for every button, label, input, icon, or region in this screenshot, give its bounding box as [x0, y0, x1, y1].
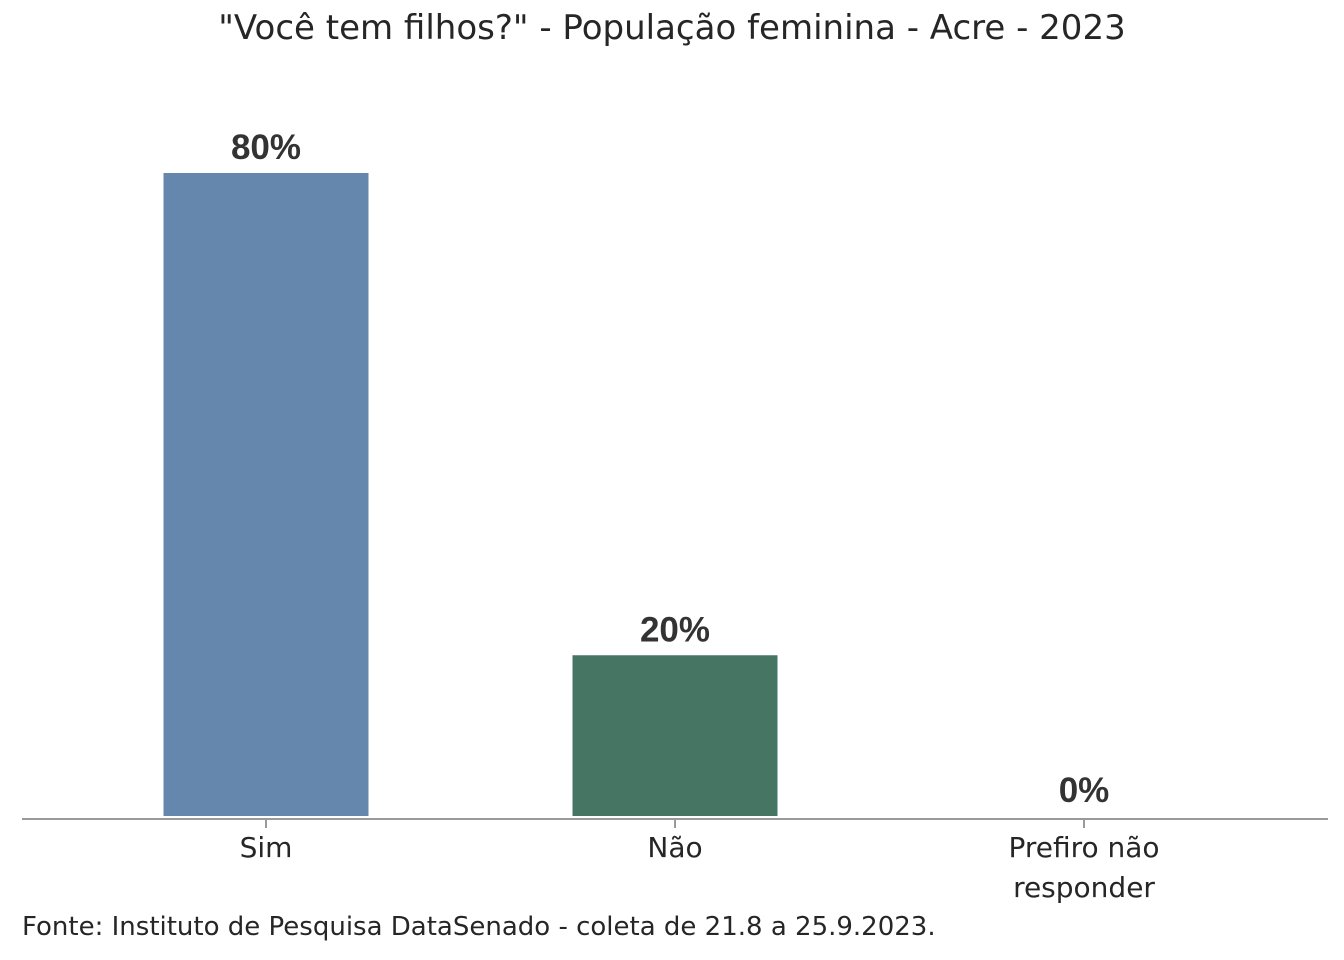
x-tick-label-line: responder: [1013, 871, 1155, 904]
x-tick-label-sim: Sim: [240, 831, 293, 864]
data-label-sim: 80%: [231, 128, 301, 167]
x-tick-label-line: Prefiro não: [1008, 831, 1159, 864]
chart-title: "Você tem filhos?" - População feminina …: [218, 8, 1126, 48]
x-tick-label-nao: Não: [647, 831, 702, 864]
data-label-prefiro-nao-responder: 0%: [1059, 771, 1110, 810]
data-labels-group: 80% 20% 0%: [231, 128, 1109, 810]
x-tick-label-line: Não: [647, 831, 702, 864]
data-label-nao: 20%: [640, 610, 710, 649]
source-note: Fonte: Instituto de Pesquisa DataSenado …: [22, 912, 936, 942]
bars-group: [163, 173, 778, 816]
bar-sim: [163, 173, 369, 816]
bar-nao: [572, 655, 778, 816]
x-axis-ticks: Sim Não Prefiro não responder: [240, 819, 1160, 904]
x-tick-label-line: Sim: [240, 831, 293, 864]
x-tick-label-prefiro-nao-responder: Prefiro não responder: [1008, 831, 1159, 904]
